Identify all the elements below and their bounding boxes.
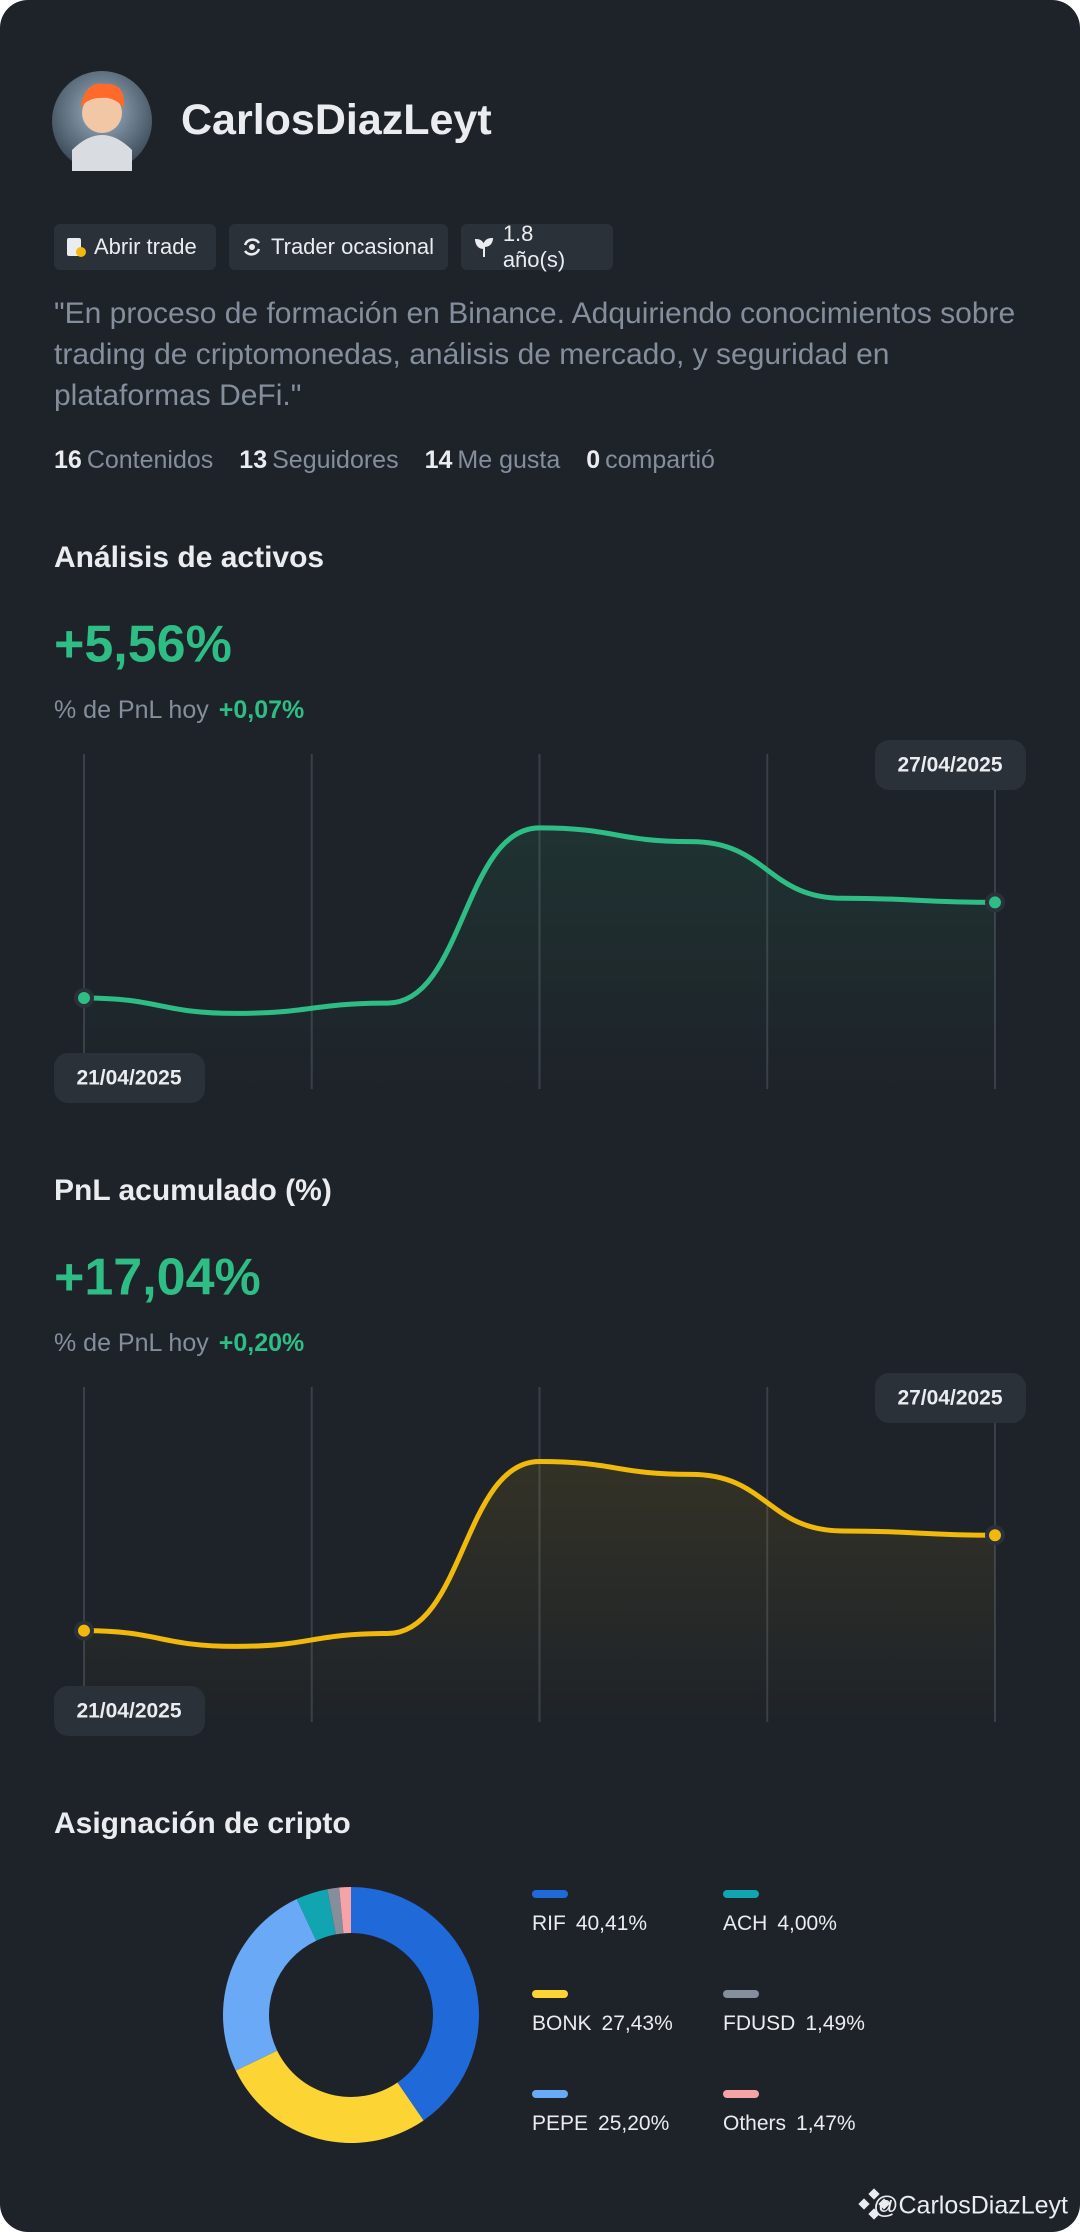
legend-entry: ACH 4,00% <box>723 1912 837 1935</box>
end-point <box>985 892 1005 913</box>
date-label: 27/04/2025 <box>897 754 1002 777</box>
stat-value: 14 <box>424 446 453 474</box>
area <box>84 827 995 1089</box>
legend-value: 1,47% <box>796 2112 856 2135</box>
date-badge <box>54 1053 205 1103</box>
legend-value: 4,00% <box>777 1912 837 1935</box>
legend-name: PEPE <box>532 2112 588 2135</box>
tag-label: Abrir trade <box>94 234 197 259</box>
subtitle-value: +0,20% <box>219 1329 305 1357</box>
date-badge <box>54 1686 205 1736</box>
tag-icon <box>243 238 261 256</box>
stats: 16 Contenidos 13 Seguidores 14 Me gusta 0 co… <box>54 446 715 475</box>
legend-swatch <box>723 2090 759 2098</box>
pie-slice <box>296 1889 336 1941</box>
line <box>83 1459 996 1649</box>
legend-name: RIF <box>532 1912 566 1935</box>
area <box>84 1461 995 1722</box>
pie-slice <box>327 1887 344 1935</box>
stat-label: Seguidores <box>272 446 399 474</box>
legend-entry: PEPE 25,20% <box>532 2112 669 2135</box>
end-point <box>985 1525 1005 1546</box>
stat-value: 16 <box>54 446 82 474</box>
pie-slice <box>351 1887 479 2121</box>
date-badge <box>875 1373 1026 1423</box>
legend-name: FDUSD <box>723 2012 795 2035</box>
subtitle: % de PnL hoy +0,20% <box>54 1329 304 1357</box>
tag-label: 1.8 año(s) <box>502 221 566 272</box>
date-label: 21/04/2025 <box>76 1067 181 1090</box>
pie-slice <box>339 1887 351 1934</box>
legend-value: 27,43% <box>602 2012 673 2035</box>
legend-entry: RIF 40,41% <box>532 1912 647 1935</box>
stat-value: 0 <box>586 446 601 474</box>
subtitle-label: % de PnL hoy <box>54 1329 209 1357</box>
legend-name: ACH <box>723 1912 767 1935</box>
watermark-logo <box>858 2188 890 2220</box>
legend-value: 40,41% <box>576 1912 647 1935</box>
date-label: 27/04/2025 <box>897 1387 1002 1410</box>
subtitle: % de PnL hoy +0,07% <box>54 696 304 724</box>
stat[interactable]: 14 Me gusta <box>425 446 561 475</box>
stat[interactable]: 0 compartió <box>586 446 715 475</box>
line <box>83 825 996 1016</box>
stat-value: 13 <box>239 446 268 474</box>
legend-swatch <box>723 1990 759 1998</box>
legend-entry: FDUSD 1,49% <box>723 2012 865 2035</box>
section-title: Análisis de activos <box>54 541 324 574</box>
legend-value: 1,49% <box>805 2012 865 2035</box>
headline: +5,56% <box>54 616 232 674</box>
pie-slice <box>235 2050 424 2144</box>
subtitle-value: +0,07% <box>219 696 305 724</box>
tag[interactable]: Trader ocasional <box>229 224 448 270</box>
stat-label: compartió <box>605 446 715 474</box>
legend-value: 25,20% <box>598 2112 669 2135</box>
watermark: @CarlosDiazLeyt <box>873 2192 1068 2220</box>
stat-label: Me gusta <box>457 446 561 474</box>
tag-label: Trader ocasional <box>271 234 435 259</box>
legend-name: BONK <box>532 2012 592 2035</box>
stat[interactable]: 16 Contenidos <box>54 446 213 475</box>
bio: "En proceso de formación en Binance. Adq… <box>54 297 1016 412</box>
end-point <box>74 1620 94 1641</box>
legend-entry: BONK 27,43% <box>532 2012 673 2035</box>
avatar[interactable] <box>52 71 152 171</box>
pie-slice <box>222 1899 317 2071</box>
legend-swatch <box>723 1890 759 1898</box>
headline: +17,04% <box>54 1249 261 1307</box>
date-badge <box>875 740 1026 790</box>
legend-name: Others <box>723 2112 786 2135</box>
section-title: PnL acumulado (%) <box>54 1174 332 1207</box>
legend-swatch <box>532 1990 568 1998</box>
user-name: CarlosDiazLeyt <box>181 96 492 144</box>
tag-icon <box>67 238 86 257</box>
legend-swatch <box>532 1890 568 1898</box>
tag[interactable]: Abrir trade <box>54 224 216 270</box>
legend-entry: Others 1,47% <box>723 2112 856 2135</box>
date-label: 21/04/2025 <box>76 1700 181 1723</box>
legend-swatch <box>532 2090 568 2098</box>
end-point <box>74 987 94 1008</box>
tag-icon <box>474 237 494 257</box>
tag[interactable]: 1.8 año(s) <box>461 221 613 272</box>
stat-label: Contenidos <box>86 446 214 474</box>
section-title: Asignación de cripto <box>54 1807 351 1840</box>
subtitle-label: % de PnL hoy <box>54 696 209 724</box>
stat[interactable]: 13 Seguidores <box>239 446 398 475</box>
